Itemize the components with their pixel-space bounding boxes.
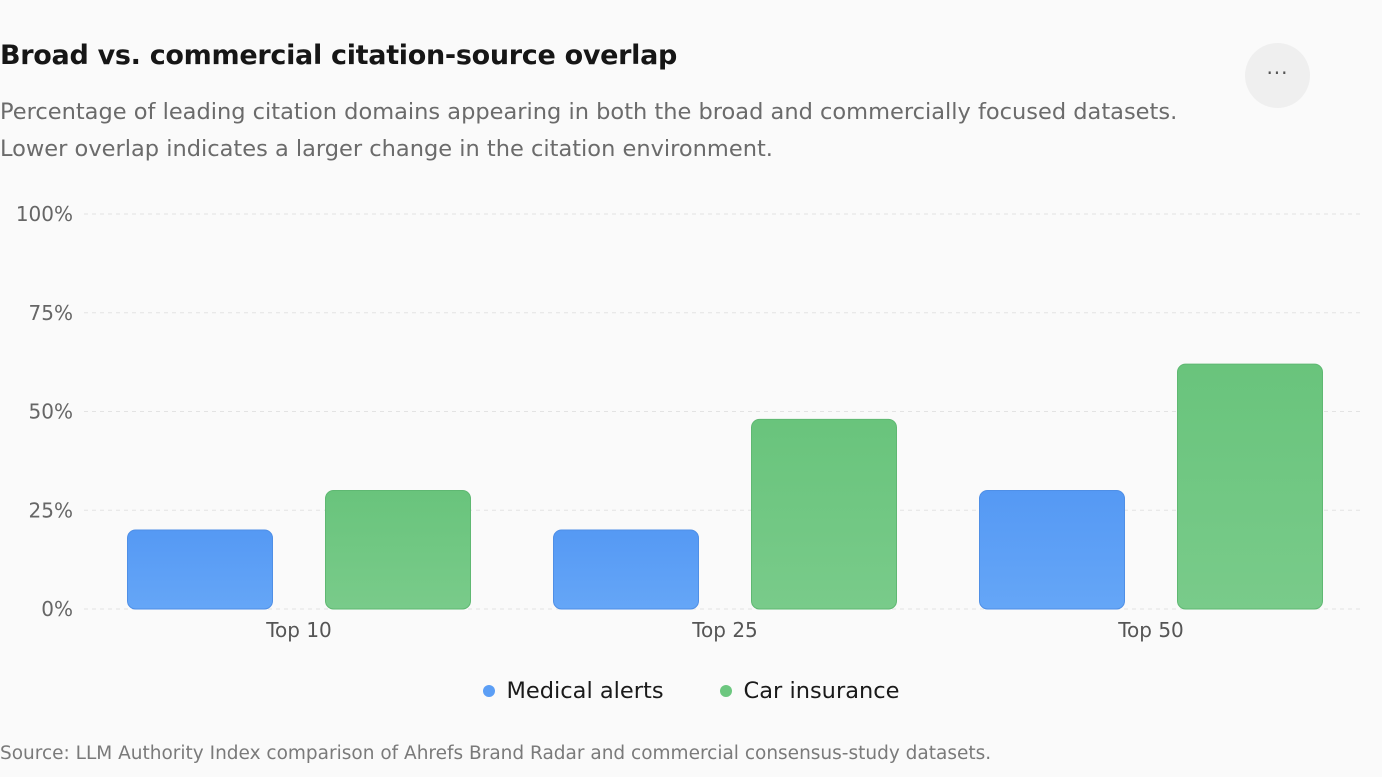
y-tick-label: 25%: [29, 498, 73, 522]
more-options-button[interactable]: ···: [1245, 43, 1310, 108]
y-tick-label: 0%: [41, 597, 73, 621]
bar-car-insurance-top-25[interactable]: [751, 418, 897, 610]
chart-subtitle: Percentage of leading citation domains a…: [0, 94, 1200, 168]
legend-item-medical-alerts[interactable]: Medical alerts: [482, 678, 664, 704]
bar-car-insurance-top-10[interactable]: [325, 490, 471, 610]
chart-legend: Medical alerts Car insurance: [0, 678, 1382, 704]
legend-item-car-insurance[interactable]: Car insurance: [719, 678, 900, 704]
subtitle-line-2: Lower overlap indicates a larger change …: [0, 136, 773, 162]
x-tick-label: Top 50: [1117, 618, 1184, 642]
bar-medical-alerts-top-25[interactable]: [553, 529, 699, 610]
legend-label-car-insurance: Car insurance: [743, 678, 900, 704]
y-axis-ticks: 0% 25% 50% 75% 100%: [16, 202, 73, 621]
more-icon: ···: [1266, 60, 1289, 85]
legend-swatch-medical-alerts: [482, 685, 495, 697]
bars: [127, 363, 1323, 610]
x-tick-label: Top 10: [265, 618, 332, 642]
bar-medical-alerts-top-50[interactable]: [979, 490, 1125, 610]
y-tick-label: 75%: [29, 301, 73, 325]
x-axis-ticks: Top 10 Top 25 Top 50: [265, 618, 1184, 642]
subtitle-line-1: Percentage of leading citation domains a…: [0, 99, 1178, 125]
gridlines: [84, 213, 1362, 610]
x-tick-label: Top 25: [691, 618, 758, 642]
bar-car-insurance-top-50[interactable]: [1177, 363, 1323, 610]
bar-medical-alerts-top-10[interactable]: [127, 529, 273, 610]
bar-chart: 0% 25% 50% 75% 100% Top 10 Top 25 Top 50: [16, 202, 1362, 642]
legend-label-medical-alerts: Medical alerts: [506, 678, 664, 704]
source-note: Source: LLM Authority Index comparison o…: [0, 743, 992, 764]
y-tick-label: 50%: [29, 400, 73, 424]
chart-title: Broad vs. commercial citation-source ove…: [0, 40, 678, 71]
y-tick-label: 100%: [16, 202, 73, 226]
legend-swatch-car-insurance: [719, 685, 732, 697]
